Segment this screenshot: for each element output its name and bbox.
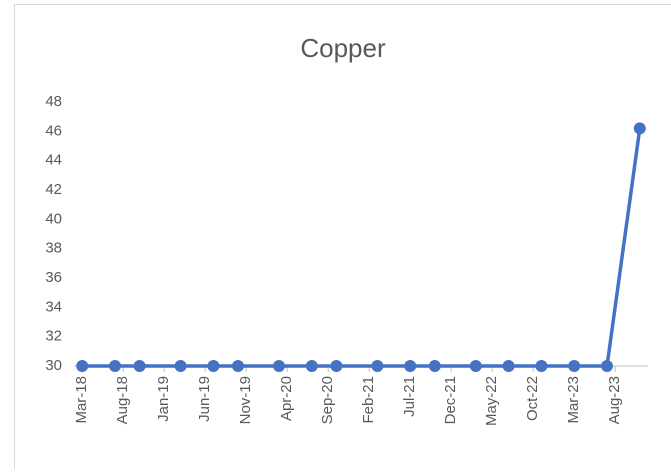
marker: [371, 360, 383, 372]
marker: [568, 360, 580, 372]
x-tick-label: Feb-21: [360, 376, 377, 424]
marker: [429, 360, 441, 372]
y-tick-label: 34: [45, 298, 62, 315]
chart-title: Copper: [300, 33, 386, 63]
y-tick-label: 48: [45, 93, 62, 110]
marker: [109, 360, 121, 372]
x-tick-label: Dec-21: [442, 376, 459, 424]
y-tick-label: 32: [45, 328, 62, 345]
y-tick-label: 30: [45, 357, 62, 374]
x-tick-label: Apr-20: [278, 376, 295, 421]
marker: [134, 360, 146, 372]
marker: [306, 360, 318, 372]
marker: [175, 360, 187, 372]
x-tick-label: Jun-19: [196, 376, 213, 422]
marker: [207, 360, 219, 372]
y-tick-label: 40: [45, 210, 62, 227]
x-tick-label: Aug-18: [114, 376, 131, 424]
y-tick-label: 38: [45, 240, 62, 257]
x-tick-label: Oct-22: [524, 376, 541, 421]
x-tick-label: Nov-19: [237, 376, 254, 424]
y-tick-label: 44: [45, 152, 62, 169]
marker: [634, 122, 646, 134]
x-tick-label: Sep-20: [319, 376, 336, 424]
marker: [273, 360, 285, 372]
marker: [330, 360, 342, 372]
x-tick-label: Mar-23: [565, 376, 582, 424]
marker: [535, 360, 547, 372]
marker: [503, 360, 515, 372]
marker: [404, 360, 416, 372]
x-tick-label: Mar-18: [73, 376, 90, 424]
marker: [601, 360, 613, 372]
y-tick-label: 46: [45, 122, 62, 139]
y-tick-label: 42: [45, 181, 62, 198]
y-tick-label: 36: [45, 269, 62, 286]
x-tick-label: Jan-19: [155, 376, 172, 422]
marker: [470, 360, 482, 372]
x-tick-label: Jul-21: [401, 376, 418, 417]
marker: [232, 360, 244, 372]
marker: [76, 360, 88, 372]
x-tick-label: Aug-23: [606, 376, 623, 424]
x-tick-label: May-22: [483, 376, 500, 426]
